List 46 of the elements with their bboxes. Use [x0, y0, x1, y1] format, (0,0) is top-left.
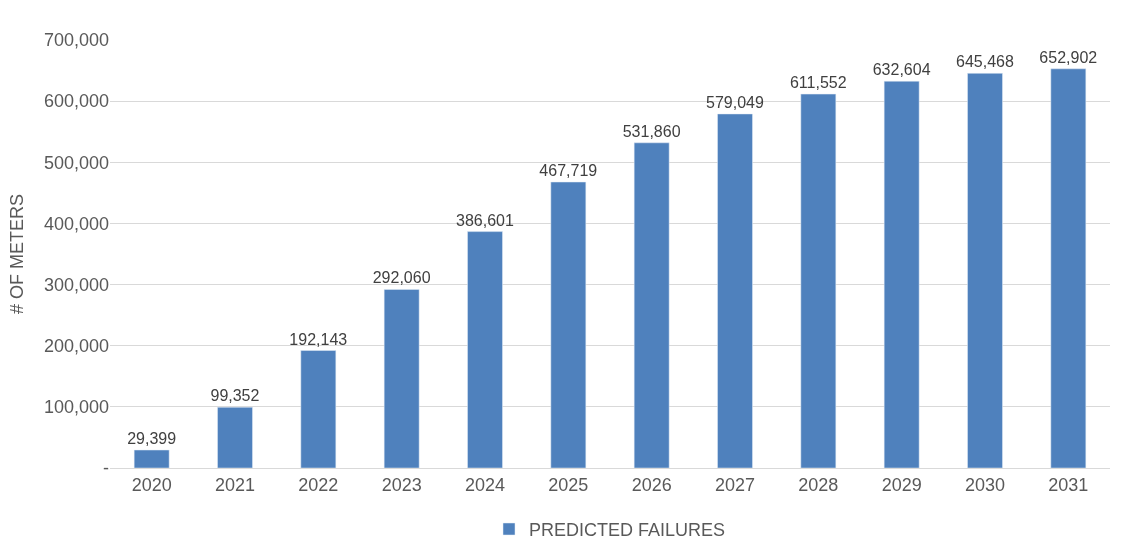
x-tick-label: 2022 — [298, 474, 339, 495]
y-tick-label: 100,000 — [43, 397, 109, 418]
x-tick-label: 2028 — [798, 474, 839, 495]
data-label: 579,049 — [706, 93, 764, 111]
x-tick-label: 2023 — [381, 474, 422, 495]
data-label: 29,399 — [127, 430, 177, 448]
data-label: 99,352 — [210, 387, 260, 405]
bar — [550, 181, 587, 468]
bar — [883, 80, 920, 468]
data-label: 192,143 — [289, 330, 348, 348]
y-tick-label: 200,000 — [43, 336, 109, 357]
data-label: 292,060 — [372, 269, 431, 287]
bar — [717, 113, 753, 468]
x-tick-label: 2027 — [714, 474, 756, 495]
x-tick-label: 2020 — [131, 474, 172, 495]
bar — [467, 231, 503, 468]
x-tick-label: 2031 — [1048, 474, 1089, 495]
bar — [633, 142, 670, 468]
data-label: 632,604 — [872, 61, 931, 79]
x-tick-label: 2029 — [881, 474, 922, 495]
y-tick-label: 600,000 — [43, 91, 109, 112]
bar — [217, 407, 253, 468]
x-tick-label: 2025 — [548, 474, 589, 495]
y-tick-label: 300,000 — [43, 274, 109, 295]
data-label: 386,601 — [456, 211, 514, 229]
y-tick-label: 500,000 — [43, 152, 109, 173]
data-label: 531,860 — [622, 122, 681, 140]
y-tick-label: - — [103, 458, 109, 479]
y-axis-title: # OF METERS — [7, 193, 28, 315]
x-tick-label: 2026 — [631, 474, 672, 495]
x-tick-label: 2021 — [214, 474, 256, 495]
bar — [300, 350, 337, 468]
x-tick-label: 2030 — [964, 474, 1006, 495]
data-label: 652,902 — [1039, 48, 1098, 66]
data-label: 611,552 — [789, 74, 847, 92]
y-tick-label: 400,000 — [43, 213, 109, 234]
y-tick-label: 700,000 — [43, 30, 109, 51]
bar — [967, 73, 1003, 468]
legend-label: PREDICTED FAILURES — [529, 520, 726, 541]
bar — [133, 449, 170, 468]
data-label: 467,719 — [539, 162, 598, 180]
bar — [1050, 68, 1087, 468]
data-label: 645,468 — [956, 53, 1014, 71]
bar — [383, 289, 420, 468]
bar — [800, 93, 837, 468]
x-tick-label: 2024 — [464, 474, 506, 495]
